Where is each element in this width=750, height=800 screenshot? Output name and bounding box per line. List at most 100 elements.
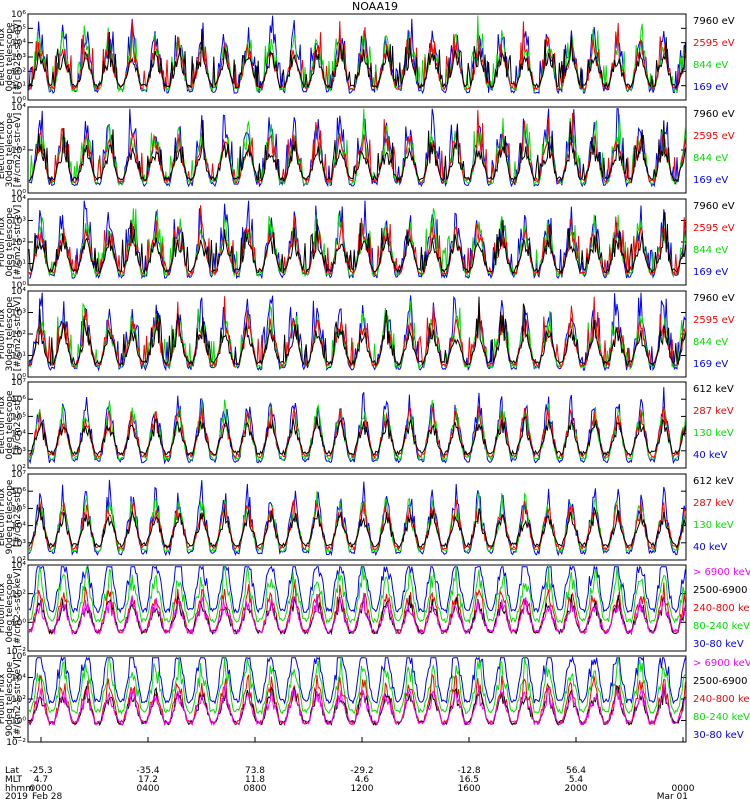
panel-frame xyxy=(27,473,687,561)
legend-entry: 2595 eV xyxy=(693,223,735,234)
y-tick-label: 10² xyxy=(11,695,26,705)
y-tick-label: 10² xyxy=(11,67,26,77)
panel-7: 10⁻² 10⁰ 10² 10⁴MEPEDProton Flux0deg telesc… xyxy=(0,561,750,657)
y-axis-label-line: 30deg telescope xyxy=(5,296,15,371)
legend-entry: 844 eV xyxy=(693,337,728,348)
series-traces xyxy=(28,200,686,280)
y-axis-label-line: Proton Flux xyxy=(0,216,7,267)
y-tick-label: 10⁶ xyxy=(11,395,26,405)
series-traces xyxy=(28,479,686,557)
y-axis-label-line: 0deg telescope xyxy=(5,573,15,643)
y-axis-label-line: Proton Flux xyxy=(0,308,7,359)
y-tick-label: 10⁷ xyxy=(11,378,26,388)
y-axis-label: TEDProton Flux0deg telescope[#/cm2-s-str… xyxy=(0,205,23,280)
y-tick-label: 10¹ xyxy=(11,82,26,92)
series-line xyxy=(28,683,686,727)
y-axis-label-line: [#/cm2-s-str-keV] xyxy=(13,568,23,647)
x-tick-label: 0000 xyxy=(30,784,53,794)
y-axis-label-line: Proton Flux xyxy=(0,673,7,724)
y-tick-label: 10⁴ xyxy=(11,561,26,571)
panel-frame xyxy=(27,564,687,652)
series-line xyxy=(28,416,686,457)
y-axis-label: MEPEDElectron Flux0deg telescope[#/cm2-s… xyxy=(0,390,23,460)
series-traces xyxy=(28,292,686,372)
x-axis-row-label: MLT xyxy=(5,775,23,785)
series-traces xyxy=(28,15,686,95)
legend-entry: 40 keV xyxy=(693,450,727,461)
legend-entry: 287 keV xyxy=(693,498,734,509)
legend-entry: 612 keV xyxy=(693,384,734,395)
series-traces xyxy=(28,656,686,727)
y-axis-label: TEDElectron Flux30deg telescope[#/cm2-s-… xyxy=(0,112,23,187)
y-tick-label: 10³ xyxy=(11,53,26,63)
y-tick-label: 10³ xyxy=(11,309,26,319)
y-axis-label: TEDElectron Flux0deg telescope[#/cm2-s-s… xyxy=(0,20,23,95)
y-tick-label: 10⁰ xyxy=(11,717,26,727)
series-traces xyxy=(28,565,686,636)
x-tick-label: 4.6 xyxy=(355,775,370,785)
y-axis-label-line: [#/cm2-s-str-keV] xyxy=(13,659,23,738)
legend-entry: 844 eV xyxy=(693,60,728,71)
series-line xyxy=(28,565,686,614)
x-axis-row-label: hhmm xyxy=(5,784,34,794)
panel-4: 10⁰ 10¹ 10² 10³ 10⁴TEDProton Flux30deg teles… xyxy=(0,287,735,383)
y-tick-label: 10⁰ xyxy=(11,281,26,291)
y-tick-label: 10³ xyxy=(11,447,26,457)
x-tick-label: 1600 xyxy=(458,784,481,794)
panel-2: 10⁰ 10² 10⁴TEDElectron Flux30deg telescope… xyxy=(0,103,735,199)
legend-entry: 287 keV xyxy=(693,406,734,417)
panel-3: 10⁰ 10¹ 10² 10³ 10⁴TEDProton Flux0deg telesc… xyxy=(0,195,735,291)
x-tick-label: -12.8 xyxy=(457,766,481,776)
legend-entry: 7960 eV xyxy=(693,16,735,27)
y-axis-label-line: 90deg telescope xyxy=(5,479,15,554)
x-tick-label: 0400 xyxy=(137,784,160,794)
y-tick-label: 10⁴ xyxy=(11,674,26,684)
y-axis-label-line: Electron Flux xyxy=(0,120,7,179)
x-tick-label: -35.4 xyxy=(136,766,160,776)
y-tick-label: 10⁻² xyxy=(6,738,26,748)
x-tick-label: 16.5 xyxy=(459,775,479,785)
panel-1: 10⁰ 10¹ 10² 10³ 10⁴ 10⁵ 10⁶TEDElectron Flux0de… xyxy=(0,10,735,106)
legend-entry: 130 keV xyxy=(693,428,734,439)
panel-frame xyxy=(27,13,687,101)
x-tick-label: 17.2 xyxy=(138,775,158,785)
y-axis-label: MEPEDProton Flux0deg telescope[#/cm2-s-s… xyxy=(0,568,23,647)
y-tick-label: 10³ xyxy=(11,217,26,227)
y-tick-label: 10⁴ xyxy=(11,430,26,440)
legend-entry: 30-80 keV xyxy=(693,730,744,741)
legend-entry: 30-80 keV xyxy=(693,639,744,650)
series-line xyxy=(28,592,686,636)
y-tick-label: 10⁰ xyxy=(11,189,26,199)
y-tick-label: 10² xyxy=(11,556,26,566)
series-line xyxy=(28,566,686,625)
legend-entry: 169 eV xyxy=(693,175,728,186)
legend-entry: 7960 eV xyxy=(693,109,735,120)
x-tick-label: -29.2 xyxy=(350,766,373,776)
y-axis-label-line: Proton Flux xyxy=(0,582,7,633)
y-tick-label: 10¹ xyxy=(11,260,26,270)
y-tick-label: 10³ xyxy=(11,539,26,549)
y-tick-label: 10⁴ xyxy=(11,103,26,113)
legend-entry: 169 eV xyxy=(693,267,728,278)
series-line xyxy=(28,656,686,705)
legend-entry: 169 eV xyxy=(693,82,728,93)
series-traces xyxy=(28,108,686,188)
y-tick-label: 10⁰ xyxy=(11,373,26,383)
x-tick-label: 4.7 xyxy=(34,775,48,785)
legend-entry: 169 eV xyxy=(693,359,728,370)
legend-entry: 7960 eV xyxy=(693,201,735,212)
x-tick-label: Feb 28 xyxy=(32,792,63,800)
y-axis-label-line: 0deg telescope xyxy=(5,207,15,277)
legend-entry: 2595 eV xyxy=(693,315,735,326)
legend-entry: 844 eV xyxy=(693,153,728,164)
x-tick-label: Mar 01 xyxy=(657,792,688,800)
y-axis-label: TEDProton Flux30deg telescope[#/cm2-s-st… xyxy=(0,296,23,371)
y-axis-label-line: 30deg telescope xyxy=(5,112,15,187)
y-tick-label: 10⁶ xyxy=(11,10,26,20)
y-tick-label: 10⁴ xyxy=(11,195,26,205)
series-traces xyxy=(28,387,686,465)
y-tick-label: 10⁰ xyxy=(11,618,26,628)
panel-8: 10⁻² 10⁰ 10² 10⁴ 10⁶MEPEDProton Flux90deg te… xyxy=(0,652,750,748)
